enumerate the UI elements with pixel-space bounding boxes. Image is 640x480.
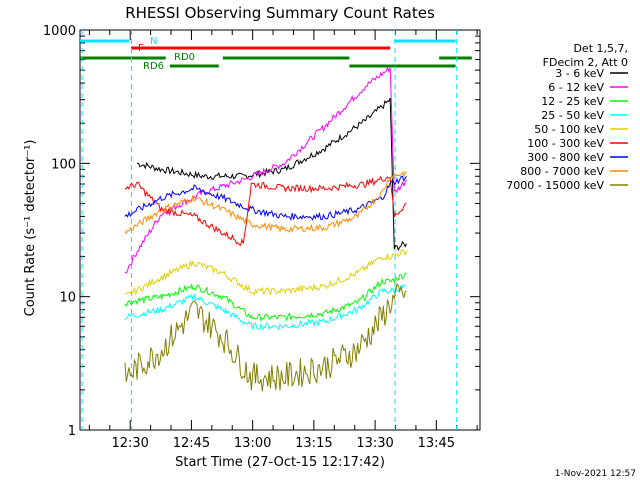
y-tick-label: 1000 bbox=[43, 24, 76, 39]
x-tick-label: 12:45 bbox=[173, 436, 210, 451]
plot-frame bbox=[79, 29, 481, 431]
series-line-6 bbox=[124, 175, 407, 222]
y-tick-label: 1 bbox=[68, 424, 76, 439]
flag-label-rd6: RD6 bbox=[143, 61, 164, 72]
legend-entry-0: 3 - 6 keV bbox=[555, 67, 604, 80]
footer-timestamp: 1-Nov-2021 12:57 bbox=[555, 469, 636, 479]
x-tick-label: 13:15 bbox=[295, 436, 332, 451]
series-lines bbox=[124, 65, 407, 392]
series-line-3 bbox=[124, 284, 407, 331]
series-line-7 bbox=[124, 171, 407, 235]
legend-entry-5: 100 - 300 keV bbox=[527, 137, 604, 150]
legend-entry-8: 7000 - 15000 keV bbox=[506, 179, 604, 192]
flag-label-rd0: RD0 bbox=[174, 52, 195, 63]
x-tick-label: 13:00 bbox=[234, 436, 271, 451]
flag-bars: NF RD0 RD6 bbox=[80, 30, 472, 430]
x-tick-label: 13:45 bbox=[418, 436, 455, 451]
y-tick-label: 100 bbox=[51, 157, 76, 172]
series-line-5 bbox=[124, 175, 407, 247]
x-tick-label: 13:30 bbox=[356, 436, 393, 451]
series-line-4 bbox=[124, 248, 407, 296]
legend-header: Det 1,5,7, bbox=[573, 42, 628, 55]
x-tick-label: 12:30 bbox=[111, 436, 148, 451]
legend-entry-4: 50 - 100 keV bbox=[534, 123, 604, 136]
series-line-8 bbox=[124, 282, 407, 392]
x-axis: 12:30 12:45 13:00 13:15 13:30 13:45 bbox=[88, 30, 478, 451]
legend-entry-7: 800 - 7000 keV bbox=[520, 165, 604, 178]
flag-label-f: F bbox=[138, 43, 144, 54]
chart-title: RHESSI Observing Summary Count Rates bbox=[125, 4, 435, 22]
flag-label-n: N bbox=[150, 36, 157, 47]
y-axis: 1 10 100 1000 bbox=[43, 24, 480, 439]
plot-border bbox=[79, 29, 481, 431]
series-line-0 bbox=[137, 97, 407, 252]
legend-header: FDecim 2, Att 0 bbox=[543, 56, 628, 69]
legend-entry-6: 300 - 800 keV bbox=[527, 151, 604, 164]
legend-entry-1: 6 - 12 keV bbox=[548, 81, 604, 94]
x-axis-label: Start Time (27-Oct-15 12:17:42) bbox=[175, 455, 385, 470]
y-axis-label: Count Rate (s⁻¹ detector⁻¹) bbox=[23, 140, 38, 317]
series-line-1 bbox=[124, 65, 407, 274]
legend-entry-3: 25 - 50 keV bbox=[541, 109, 604, 122]
series-line-2 bbox=[124, 272, 407, 322]
y-tick-label: 10 bbox=[59, 291, 76, 306]
legend-entry-2: 12 - 25 keV bbox=[541, 95, 604, 108]
